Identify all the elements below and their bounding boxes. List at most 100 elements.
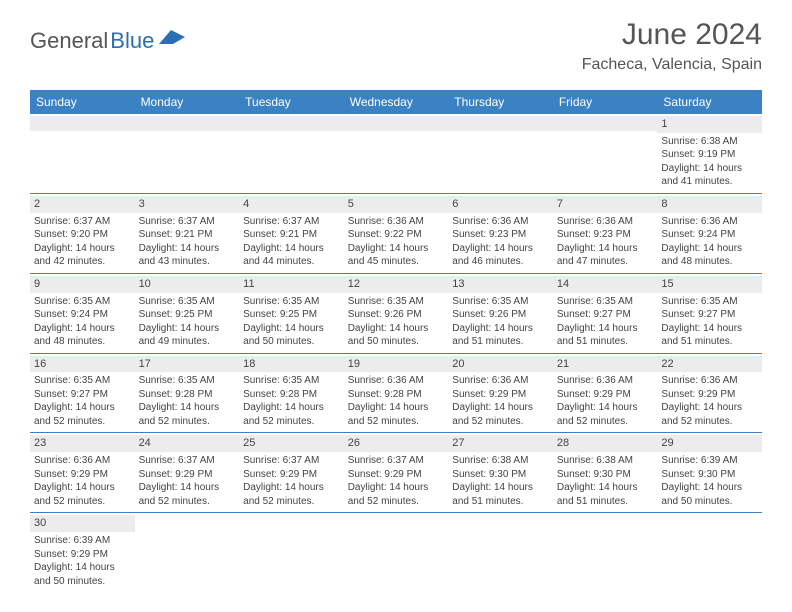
day-dl2: and 52 minutes. (139, 415, 236, 429)
day-number: 8 (657, 196, 762, 213)
day-sr: Sunrise: 6:37 AM (243, 454, 340, 468)
day-ss: Sunset: 9:26 PM (348, 308, 445, 322)
day-ss: Sunset: 9:29 PM (34, 548, 131, 562)
day-number: 13 (448, 276, 553, 293)
day-ss: Sunset: 9:23 PM (557, 228, 654, 242)
day-dl2: and 45 minutes. (348, 255, 445, 269)
day-dl1: Daylight: 14 hours (661, 401, 758, 415)
day-dl1: Daylight: 14 hours (557, 481, 654, 495)
day-dl2: and 44 minutes. (243, 255, 340, 269)
day-ss: Sunset: 9:29 PM (452, 388, 549, 402)
day-number: 6 (448, 196, 553, 213)
day-dl2: and 52 minutes. (452, 415, 549, 429)
day-cell: 13Sunrise: 6:35 AMSunset: 9:26 PMDayligh… (448, 274, 553, 353)
day-dl1: Daylight: 14 hours (34, 322, 131, 336)
weekday-friday: Friday (553, 90, 658, 114)
day-number: 25 (239, 435, 344, 452)
day-sr: Sunrise: 6:35 AM (139, 374, 236, 388)
title-block: June 2024 Facheca, Valencia, Spain (582, 18, 762, 74)
day-dl1: Daylight: 14 hours (139, 481, 236, 495)
day-dl1: Daylight: 14 hours (661, 481, 758, 495)
day-cell: 23Sunrise: 6:36 AMSunset: 9:29 PMDayligh… (30, 433, 135, 512)
day-dl1: Daylight: 14 hours (452, 481, 549, 495)
day-number-empty (553, 515, 658, 530)
day-dl2: and 49 minutes. (139, 335, 236, 349)
day-number-empty (239, 515, 344, 530)
day-cell: 18Sunrise: 6:35 AMSunset: 9:28 PMDayligh… (239, 354, 344, 433)
weekday-thursday: Thursday (448, 90, 553, 114)
day-dl1: Daylight: 14 hours (243, 401, 340, 415)
day-dl1: Daylight: 14 hours (557, 401, 654, 415)
day-cell: 30Sunrise: 6:39 AMSunset: 9:29 PMDayligh… (30, 513, 135, 592)
day-number: 29 (657, 435, 762, 452)
day-cell: 25Sunrise: 6:37 AMSunset: 9:29 PMDayligh… (239, 433, 344, 512)
day-cell: 16Sunrise: 6:35 AMSunset: 9:27 PMDayligh… (30, 354, 135, 433)
day-dl2: and 52 minutes. (661, 415, 758, 429)
day-number-empty (239, 116, 344, 131)
day-dl2: and 52 minutes. (139, 495, 236, 509)
weekday-row: Sunday Monday Tuesday Wednesday Thursday… (30, 90, 762, 114)
logo-blue: Blue (110, 28, 154, 54)
day-sr: Sunrise: 6:36 AM (661, 374, 758, 388)
day-cell (448, 114, 553, 193)
week-row: 16Sunrise: 6:35 AMSunset: 9:27 PMDayligh… (30, 354, 762, 434)
day-dl2: and 52 minutes. (34, 415, 131, 429)
day-dl1: Daylight: 14 hours (243, 322, 340, 336)
day-dl2: and 51 minutes. (557, 495, 654, 509)
day-sr: Sunrise: 6:37 AM (139, 215, 236, 229)
day-dl1: Daylight: 14 hours (452, 242, 549, 256)
day-dl1: Daylight: 14 hours (452, 322, 549, 336)
day-number-empty (657, 515, 762, 530)
day-ss: Sunset: 9:22 PM (348, 228, 445, 242)
day-ss: Sunset: 9:30 PM (452, 468, 549, 482)
day-dl2: and 42 minutes. (34, 255, 131, 269)
day-cell: 1Sunrise: 6:38 AMSunset: 9:19 PMDaylight… (657, 114, 762, 193)
day-sr: Sunrise: 6:35 AM (34, 295, 131, 309)
day-sr: Sunrise: 6:38 AM (661, 135, 758, 149)
day-sr: Sunrise: 6:39 AM (661, 454, 758, 468)
day-ss: Sunset: 9:27 PM (661, 308, 758, 322)
day-dl2: and 52 minutes. (348, 415, 445, 429)
day-dl1: Daylight: 14 hours (661, 322, 758, 336)
day-sr: Sunrise: 6:39 AM (34, 534, 131, 548)
day-cell: 22Sunrise: 6:36 AMSunset: 9:29 PMDayligh… (657, 354, 762, 433)
day-cell: 4Sunrise: 6:37 AMSunset: 9:21 PMDaylight… (239, 194, 344, 273)
day-ss: Sunset: 9:29 PM (661, 388, 758, 402)
day-dl1: Daylight: 14 hours (34, 242, 131, 256)
day-dl1: Daylight: 14 hours (661, 162, 758, 176)
day-dl2: and 52 minutes. (243, 415, 340, 429)
day-dl1: Daylight: 14 hours (661, 242, 758, 256)
day-number: 15 (657, 276, 762, 293)
day-dl2: and 50 minutes. (34, 575, 131, 589)
day-dl2: and 51 minutes. (452, 335, 549, 349)
day-number: 21 (553, 356, 658, 373)
day-number-empty (448, 116, 553, 131)
day-dl2: and 47 minutes. (557, 255, 654, 269)
day-ss: Sunset: 9:20 PM (34, 228, 131, 242)
day-number: 20 (448, 356, 553, 373)
day-dl2: and 51 minutes. (557, 335, 654, 349)
logo-flag-icon (159, 30, 185, 53)
day-number: 11 (239, 276, 344, 293)
day-ss: Sunset: 9:29 PM (348, 468, 445, 482)
day-cell: 17Sunrise: 6:35 AMSunset: 9:28 PMDayligh… (135, 354, 240, 433)
day-cell (448, 513, 553, 592)
week-row: 30Sunrise: 6:39 AMSunset: 9:29 PMDayligh… (30, 513, 762, 592)
day-number: 18 (239, 356, 344, 373)
day-cell (135, 114, 240, 193)
day-number-empty (30, 116, 135, 131)
day-dl1: Daylight: 14 hours (34, 481, 131, 495)
day-dl1: Daylight: 14 hours (452, 401, 549, 415)
day-number: 14 (553, 276, 658, 293)
day-number-empty (344, 116, 449, 131)
day-number: 10 (135, 276, 240, 293)
day-sr: Sunrise: 6:35 AM (452, 295, 549, 309)
day-dl2: and 50 minutes. (243, 335, 340, 349)
day-dl1: Daylight: 14 hours (557, 242, 654, 256)
day-number: 22 (657, 356, 762, 373)
day-cell: 3Sunrise: 6:37 AMSunset: 9:21 PMDaylight… (135, 194, 240, 273)
day-number: 4 (239, 196, 344, 213)
day-ss: Sunset: 9:21 PM (139, 228, 236, 242)
day-dl1: Daylight: 14 hours (243, 481, 340, 495)
day-number: 16 (30, 356, 135, 373)
